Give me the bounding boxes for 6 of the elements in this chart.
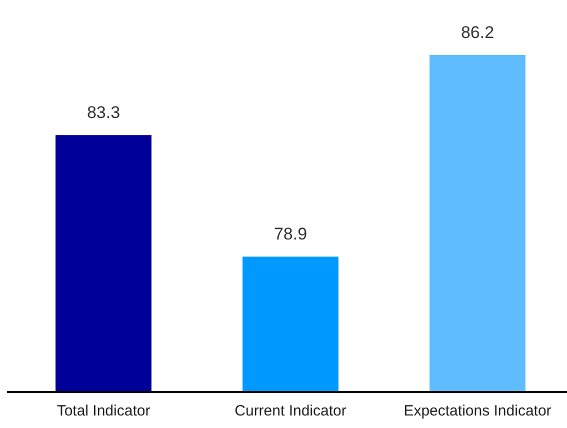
x-tick-label: Expectations Indicator: [404, 402, 552, 420]
x-tick-label: Total Indicator: [56, 402, 150, 420]
data-label: 86.2: [460, 23, 494, 42]
x-tick-label: Current Indicator: [234, 402, 346, 420]
data-label: 78.9: [274, 224, 308, 244]
data-label: 83.3: [86, 103, 120, 122]
